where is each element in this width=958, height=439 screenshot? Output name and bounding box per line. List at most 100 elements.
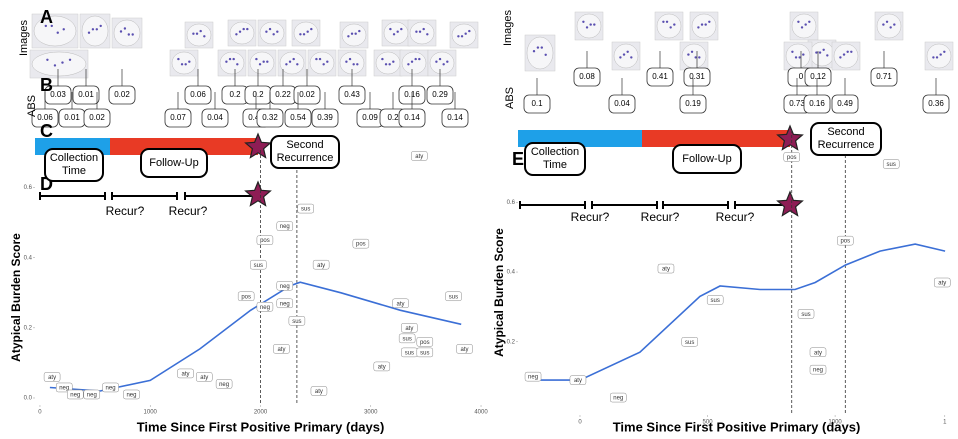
thumbnail-cell bbox=[292, 58, 294, 60]
thumbnail-cell bbox=[815, 51, 817, 53]
y-tick-label: 0.0 bbox=[24, 396, 33, 402]
thumbnail-dish bbox=[172, 52, 196, 74]
thumbnail-cell bbox=[446, 61, 448, 63]
thumbnail-dish bbox=[877, 14, 901, 38]
point-label: sus bbox=[405, 350, 414, 356]
row-label: ABS bbox=[504, 87, 516, 109]
thumbnail-cell bbox=[939, 53, 941, 55]
thumbnail-cell bbox=[435, 61, 437, 63]
thumbnail-cell bbox=[88, 32, 90, 34]
thumbnail-dish bbox=[657, 14, 681, 38]
second-recurrence-box: Second Recurrence bbox=[270, 135, 340, 169]
y-tick-label: 0.6 bbox=[507, 200, 516, 206]
abs-value: 0.1 bbox=[531, 99, 543, 108]
thumbnail-cell bbox=[846, 51, 848, 53]
abs-value: 0.2 bbox=[387, 113, 399, 122]
thumbnail-cell bbox=[236, 63, 238, 65]
thumbnail-cell bbox=[132, 33, 134, 35]
thumbnail-dish bbox=[614, 44, 638, 68]
thumbnail-cell bbox=[289, 61, 291, 63]
smooth-line bbox=[535, 244, 945, 380]
thumbnail-cell bbox=[822, 49, 824, 51]
abs-value: 0.73 bbox=[789, 99, 805, 108]
abs-value: 0.2 bbox=[229, 90, 241, 99]
thumbnail-dish bbox=[294, 22, 318, 44]
recur-label: Recur? bbox=[641, 210, 680, 224]
follow-up-box: Follow-Up bbox=[672, 144, 742, 174]
x-tick-label: 4000 bbox=[474, 410, 488, 416]
point-label: pos bbox=[260, 238, 270, 244]
thumbnail-cell bbox=[826, 54, 828, 56]
thumbnail-cell bbox=[239, 31, 241, 33]
thumbnail-cell bbox=[347, 35, 349, 37]
point-label: neg bbox=[528, 375, 538, 381]
thumbnail-cell bbox=[188, 61, 190, 63]
point-label: sus bbox=[685, 340, 694, 346]
thumbnail-cell bbox=[352, 63, 354, 65]
abs-value: 0 bbox=[799, 72, 804, 81]
abs-value: 0.08 bbox=[579, 72, 595, 81]
abs-value: 0.31 bbox=[689, 72, 705, 81]
thumbnail-cell bbox=[203, 35, 205, 37]
thumbnail-cell bbox=[235, 33, 237, 35]
thumbnail-dish bbox=[927, 44, 951, 68]
collection-box: Collection Time bbox=[524, 142, 586, 176]
point-label: sus bbox=[449, 294, 458, 300]
point-label: neg bbox=[280, 224, 290, 230]
x-tick-label: 1 bbox=[943, 420, 947, 426]
thumbnail-cell bbox=[886, 21, 888, 23]
thumbnail-cell bbox=[100, 25, 102, 27]
thumbnail-cell bbox=[400, 28, 402, 30]
point-label: neg bbox=[813, 368, 823, 374]
thumbnail-cell bbox=[389, 28, 391, 30]
point-label: aty bbox=[200, 375, 208, 381]
thumbnail-cell bbox=[259, 63, 261, 65]
star bbox=[246, 182, 271, 206]
thumbnail-cell bbox=[586, 26, 588, 28]
point-label: sus bbox=[292, 319, 301, 325]
thumbnail-cell bbox=[426, 33, 428, 35]
abs-value: 0.07 bbox=[170, 113, 186, 122]
point-label: sus bbox=[254, 263, 263, 269]
thumbnail-cell bbox=[262, 61, 264, 63]
point-label: aty bbox=[317, 263, 325, 269]
thumbnail-cell bbox=[184, 63, 186, 65]
thumbnail-cell bbox=[843, 53, 845, 55]
thumbnail-cell bbox=[124, 27, 126, 29]
abs-value: 0.16 bbox=[809, 99, 825, 108]
thumbnail-cell bbox=[326, 61, 328, 63]
thumbnail-cell bbox=[354, 33, 356, 35]
thumbnail-dish bbox=[384, 22, 408, 44]
thumbnail-cell bbox=[396, 31, 398, 33]
thumbnail-cell bbox=[306, 31, 308, 33]
thumbnail-cell bbox=[691, 51, 693, 53]
thumbnail-cell bbox=[96, 28, 98, 30]
thumbnail-cell bbox=[120, 30, 122, 32]
thumbnail-dish bbox=[342, 24, 366, 46]
abs-value: 0.14 bbox=[447, 113, 463, 122]
point-label: aty bbox=[182, 372, 190, 378]
thumbnail-cell bbox=[92, 28, 94, 30]
point-label: aty bbox=[574, 378, 582, 384]
thumbnail-cell bbox=[310, 28, 312, 30]
thumbnail-dish bbox=[452, 24, 476, 46]
thumbnail-cell bbox=[537, 46, 539, 48]
thumbnail-dish bbox=[187, 24, 211, 46]
thumbnail-cell bbox=[229, 58, 231, 60]
thumbnail-cell bbox=[315, 58, 317, 60]
panel-label: B bbox=[40, 75, 53, 95]
thumbnail-cell bbox=[662, 21, 664, 23]
abs-value: 0.02 bbox=[114, 90, 130, 99]
thumbnail-cell bbox=[701, 23, 703, 25]
thumbnail-cell bbox=[57, 32, 59, 34]
thumbnail-cell bbox=[196, 33, 198, 35]
recur-label: Recur? bbox=[571, 210, 610, 224]
thumbnail-dish bbox=[260, 22, 284, 44]
point-label: pos bbox=[241, 294, 251, 300]
thumbnail-dish bbox=[682, 44, 706, 68]
panel-label: E bbox=[512, 149, 524, 169]
thumbnail-cell bbox=[255, 58, 257, 60]
thumbnail-cell bbox=[943, 51, 945, 53]
point-label: aty bbox=[277, 347, 285, 353]
thumbnail-dish bbox=[792, 14, 816, 38]
